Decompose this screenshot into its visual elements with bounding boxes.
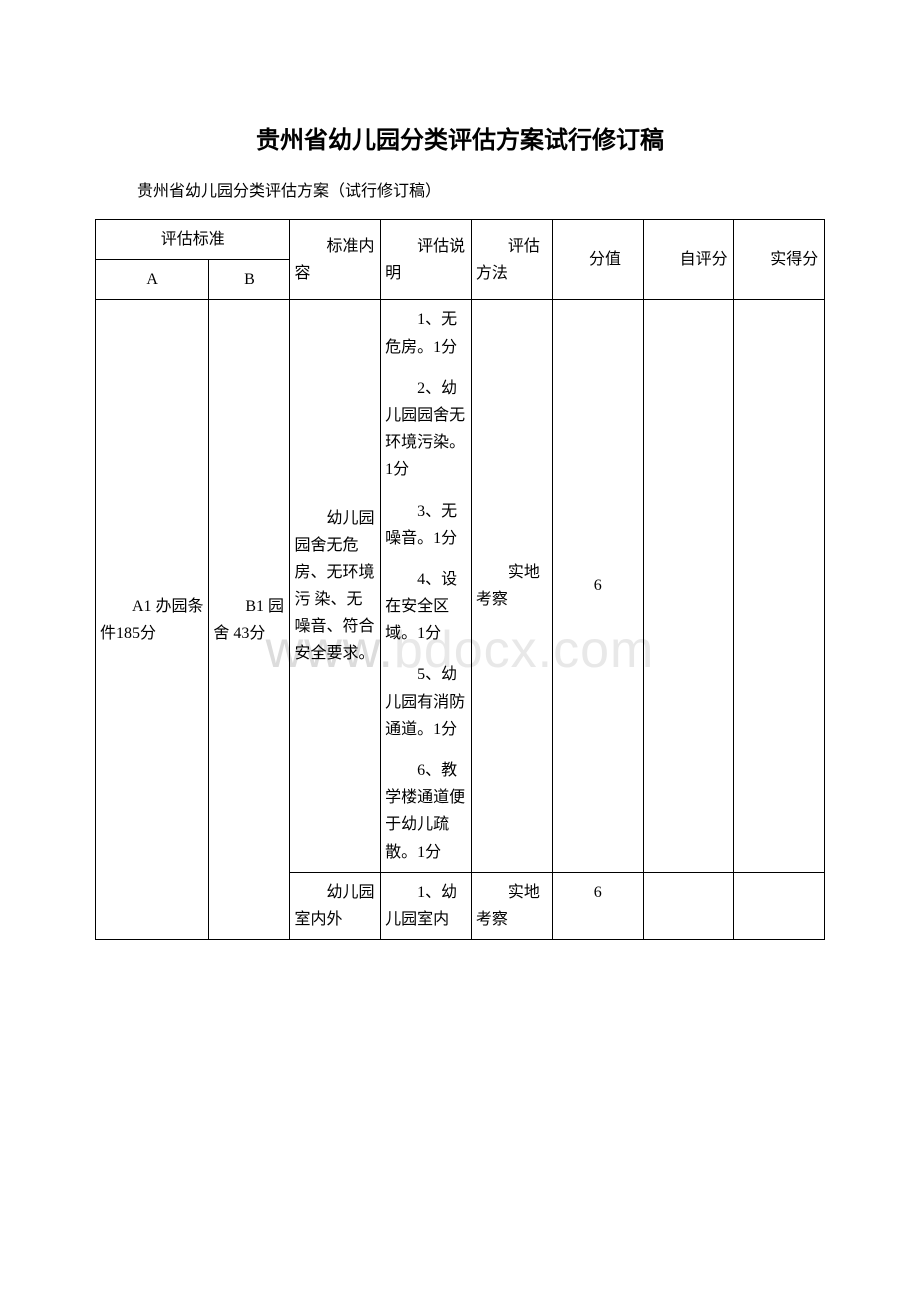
evaluation-table: 评估标准 标准内容 评估说明 评估方法 分值 自评分 实得分 A B A1 办园… — [95, 219, 825, 940]
cell-score-value: 6 — [552, 872, 643, 939]
header-self-score: 自评分 — [643, 220, 734, 300]
table-row: A1 办园条件185分 B1 园舍 43分 幼儿园园舍无危房、无环境污 染、无噪… — [96, 300, 825, 872]
page-title: 贵州省幼儿园分类评估方案试行修订稿 — [95, 120, 825, 155]
desc-item: 2、幼儿园园舍无环境污染。1分 — [385, 375, 467, 484]
desc-item: 4、设在安全区域。1分 — [385, 566, 467, 648]
cell-eval-method: 实地考察 — [471, 872, 552, 939]
desc-item: 1、幼儿园室内 — [385, 879, 467, 933]
desc-item: 5、幼儿园有消防通道。1分 — [385, 661, 467, 743]
cell-actual-score — [734, 872, 825, 939]
cell-eval-desc: 1、幼儿园室内 — [381, 872, 472, 939]
cell-b: B1 园舍 43分 — [209, 300, 290, 940]
cell-self-score — [643, 872, 734, 939]
page-subtitle: 贵州省幼儿园分类评估方案（试行修订稿） — [137, 177, 825, 201]
desc-item: 6、教学楼通道便于幼儿疏散。1分 — [385, 757, 467, 866]
cell-a: A1 办园条件185分 — [96, 300, 209, 940]
cell-score-value: 6 — [552, 300, 643, 872]
header-eval-desc: 评估说明 — [381, 220, 472, 300]
header-eval-method: 评估方法 — [471, 220, 552, 300]
desc-item: 3、无噪音。1分 — [385, 498, 467, 552]
cell-self-score — [643, 300, 734, 872]
desc-item: 1、无危房。1分 — [385, 306, 467, 360]
header-a: A — [96, 260, 209, 300]
header-score-value: 分值 — [552, 220, 643, 300]
cell-actual-score — [734, 300, 825, 872]
table-row: 评估标准 标准内容 评估说明 评估方法 分值 自评分 实得分 — [96, 220, 825, 260]
cell-eval-desc: 1、无危房。1分 2、幼儿园园舍无环境污染。1分 3、无噪音。1分 4、设在安全… — [381, 300, 472, 872]
cell-eval-method: 实地考察 — [471, 300, 552, 872]
header-b: B — [209, 260, 290, 300]
header-std-content: 标准内容 — [290, 220, 381, 300]
header-eval-std: 评估标准 — [96, 220, 290, 260]
cell-std-content: 幼儿园园舍无危房、无环境污 染、无噪音、符合安全要求。 — [290, 300, 381, 872]
cell-std-content: 幼儿园室内外 — [290, 872, 381, 939]
header-actual-score: 实得分 — [734, 220, 825, 300]
